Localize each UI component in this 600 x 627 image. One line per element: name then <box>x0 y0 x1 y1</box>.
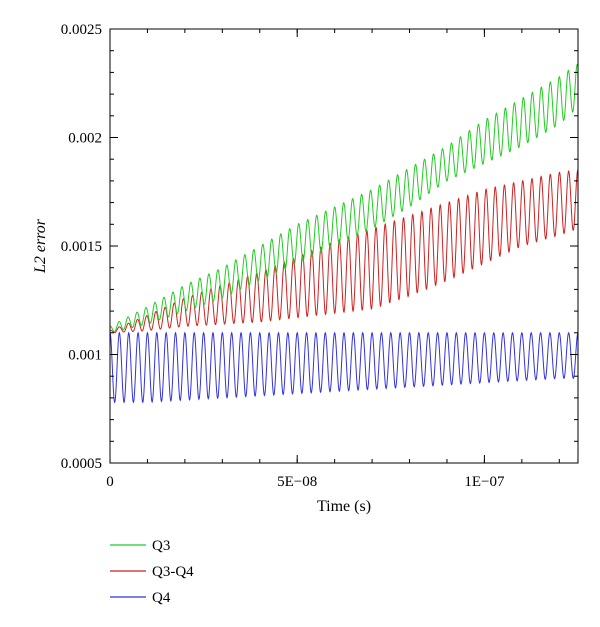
legend: Q3 Q3-Q4 Q4 <box>110 538 194 606</box>
series-line-q3-q4 <box>110 169 578 334</box>
y-tick-label: 0.0005 <box>61 456 102 472</box>
x-tick-label: 5E−08 <box>277 474 317 490</box>
x-tick-label: 0 <box>106 474 114 490</box>
x-tick-label: 1E−07 <box>464 474 505 490</box>
legend-label: Q3 <box>152 538 170 554</box>
legend-label: Q3-Q4 <box>152 564 194 580</box>
series-layer <box>110 63 578 404</box>
legend-label: Q4 <box>152 590 171 606</box>
y-tick-label: 0.001 <box>68 348 102 364</box>
y-tick-label: 0.002 <box>68 131 102 147</box>
y-tick-label: 0.0015 <box>61 239 102 255</box>
y-tick-label: 0.0025 <box>61 22 102 38</box>
series-line-q3 <box>110 63 578 333</box>
y-axis-label: L2 error <box>32 218 49 274</box>
series-line-q4 <box>110 331 578 404</box>
x-axis-label: Time (s) <box>317 498 371 515</box>
ticks-layer: 0 5E−08 1E−07 0.0005 0.001 0.0015 0.002 0.0025 <box>61 22 578 490</box>
